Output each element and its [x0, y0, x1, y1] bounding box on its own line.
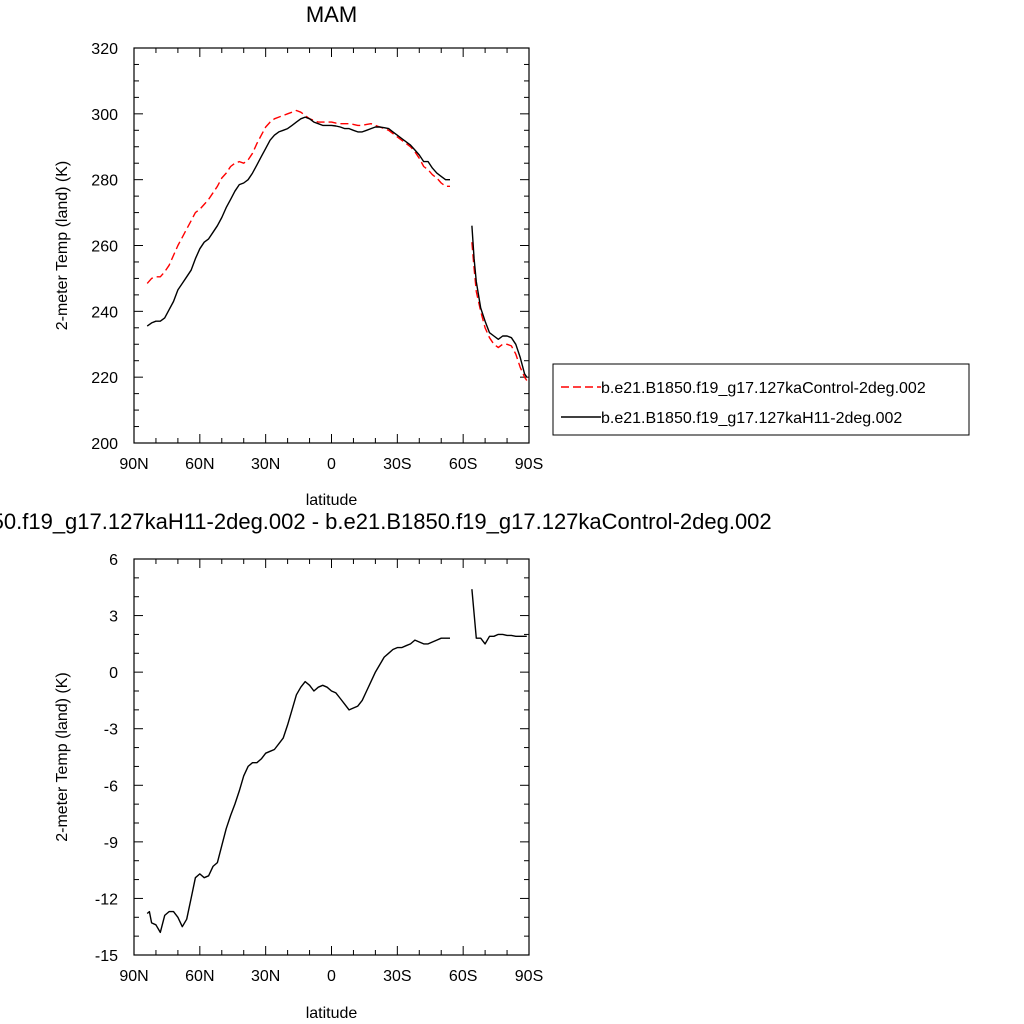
x-tick-label: 30N [251, 968, 280, 985]
x-tick-label: 90N [119, 968, 148, 985]
y-tick-label: -12 [95, 891, 118, 908]
temperature-panel: MAM 90N 60N 30N 0 30S 60S 90S 200 220 240 260 280 300… [54, 2, 970, 509]
x-tick-label: 0 [327, 456, 336, 473]
legend-label-h11: b.e21.B1850.f19_g17.127kaH11-2deg.002 [601, 410, 902, 427]
y-tick-label: -9 [104, 835, 118, 852]
y-tick-label: 280 [91, 173, 118, 190]
x-axis-label: latitude [306, 492, 358, 509]
x-tick-label: 0 [327, 968, 336, 985]
x-tick-label: 90N [119, 456, 148, 473]
chart-title: b.e21.B1850.f19_g17.127kaH11-2deg.002 - … [0, 509, 772, 534]
x-tick-label: 90S [515, 968, 543, 985]
chart-title: MAM [306, 2, 357, 27]
series-line-h11-segment-2 [471, 225, 528, 378]
plot-frame [133, 47, 530, 444]
x-tick-label: 30S [383, 456, 411, 473]
y-tick-label: 0 [109, 665, 118, 682]
x-tick-label: 30N [251, 456, 280, 473]
series-line-control-segment-2 [471, 242, 528, 381]
y-tick-label: 200 [91, 436, 118, 453]
x-tick-label: 30S [383, 968, 411, 985]
x-tick-label: 60N [185, 456, 214, 473]
series-line-difference-segment-2 [471, 589, 527, 645]
legend: b.e21.B1850.f19_g17.127kaControl-2deg.00… [552, 363, 970, 436]
x-tick-label: 60S [449, 456, 477, 473]
y-tick-label: 3 [109, 609, 118, 626]
series-line-h11-segment-1 [146, 116, 450, 327]
x-tick-label: 60S [449, 968, 477, 985]
y-tick-label: 6 [109, 552, 118, 569]
legend-label-control: b.e21.B1850.f19_g17.127kaControl-2deg.00… [601, 380, 926, 397]
y-tick-label: 320 [91, 41, 118, 58]
y-tick-label: -6 [104, 778, 118, 795]
difference-panel: b.e21.B1850.f19_g17.127kaH11-2deg.002 - … [0, 509, 772, 1022]
y-tick-label: -3 [104, 722, 118, 739]
y-axis-label: 2-meter Temp (land) (K) [54, 161, 71, 331]
y-tick-label: 240 [91, 304, 118, 321]
series-line-difference-segment-1 [146, 637, 450, 934]
x-tick-label: 90S [515, 456, 543, 473]
x-axis-label: latitude [306, 1005, 358, 1022]
y-tick-label: -15 [95, 948, 118, 965]
y-tick-label: 220 [91, 370, 118, 387]
y-axis-label: 2-meter Temp (land) (K) [54, 672, 71, 842]
plot-frame [133, 558, 530, 956]
x-tick-label: 60N [185, 968, 214, 985]
legend-box [552, 363, 970, 436]
series-line-control-segment-1 [146, 109, 450, 284]
y-tick-label: 260 [91, 239, 118, 256]
y-tick-label: 300 [91, 107, 118, 124]
